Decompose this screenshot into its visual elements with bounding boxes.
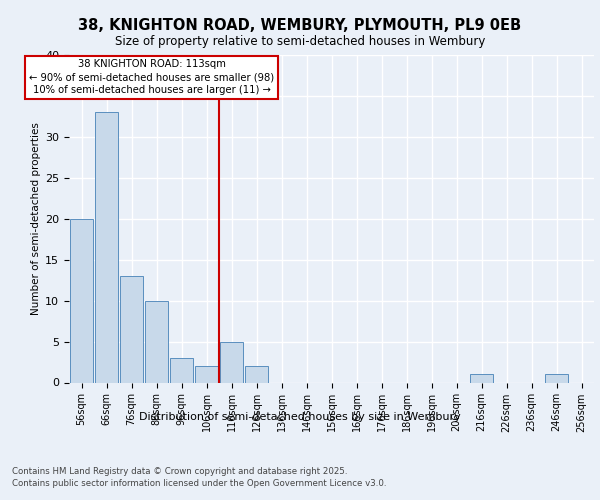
Bar xyxy=(170,358,193,382)
Text: Distribution of semi-detached houses by size in Wembury: Distribution of semi-detached houses by … xyxy=(139,412,461,422)
Text: Size of property relative to semi-detached houses in Wembury: Size of property relative to semi-detach… xyxy=(115,35,485,48)
Bar xyxy=(545,374,568,382)
Y-axis label: Number of semi-detached properties: Number of semi-detached properties xyxy=(31,122,41,315)
Text: Contains HM Land Registry data © Crown copyright and database right 2025.: Contains HM Land Registry data © Crown c… xyxy=(12,468,347,476)
Text: 38 KNIGHTON ROAD: 113sqm
← 90% of semi-detached houses are smaller (98)
10% of s: 38 KNIGHTON ROAD: 113sqm ← 90% of semi-d… xyxy=(29,59,274,96)
Bar xyxy=(119,276,143,382)
Bar xyxy=(470,374,493,382)
Bar xyxy=(194,366,218,382)
Text: 38, KNIGHTON ROAD, WEMBURY, PLYMOUTH, PL9 0EB: 38, KNIGHTON ROAD, WEMBURY, PLYMOUTH, PL… xyxy=(79,18,521,32)
Bar xyxy=(220,342,244,382)
Bar xyxy=(95,112,118,382)
Bar xyxy=(245,366,268,382)
Text: Contains public sector information licensed under the Open Government Licence v3: Contains public sector information licen… xyxy=(12,479,386,488)
Bar xyxy=(145,300,169,382)
Bar xyxy=(70,219,94,382)
